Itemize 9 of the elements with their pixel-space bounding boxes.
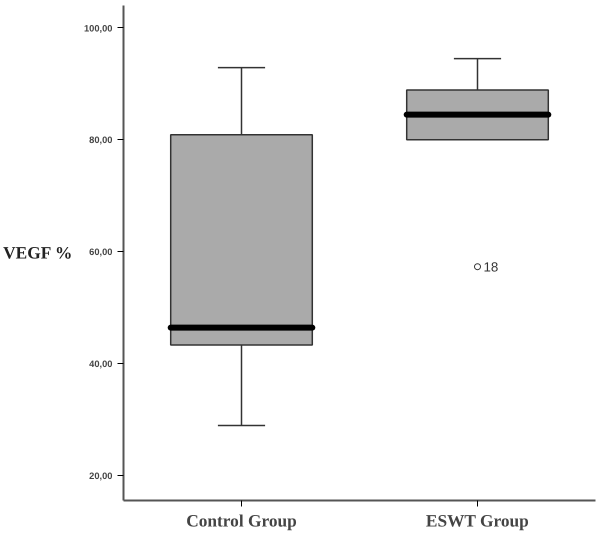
y-tick-label: 60,00 xyxy=(89,247,112,258)
y-tick-label: 40,00 xyxy=(89,358,112,369)
x-tick-label: Control Group xyxy=(186,512,297,530)
y-axis-title: VEGF % xyxy=(3,244,72,262)
y-tick-label: 100,00 xyxy=(84,23,112,34)
x-tick-label: ESWT Group xyxy=(426,512,529,530)
y-tick-label: 80,00 xyxy=(89,135,112,146)
annotation: 18 xyxy=(484,260,498,275)
y-tick-label: 20,00 xyxy=(89,470,112,481)
